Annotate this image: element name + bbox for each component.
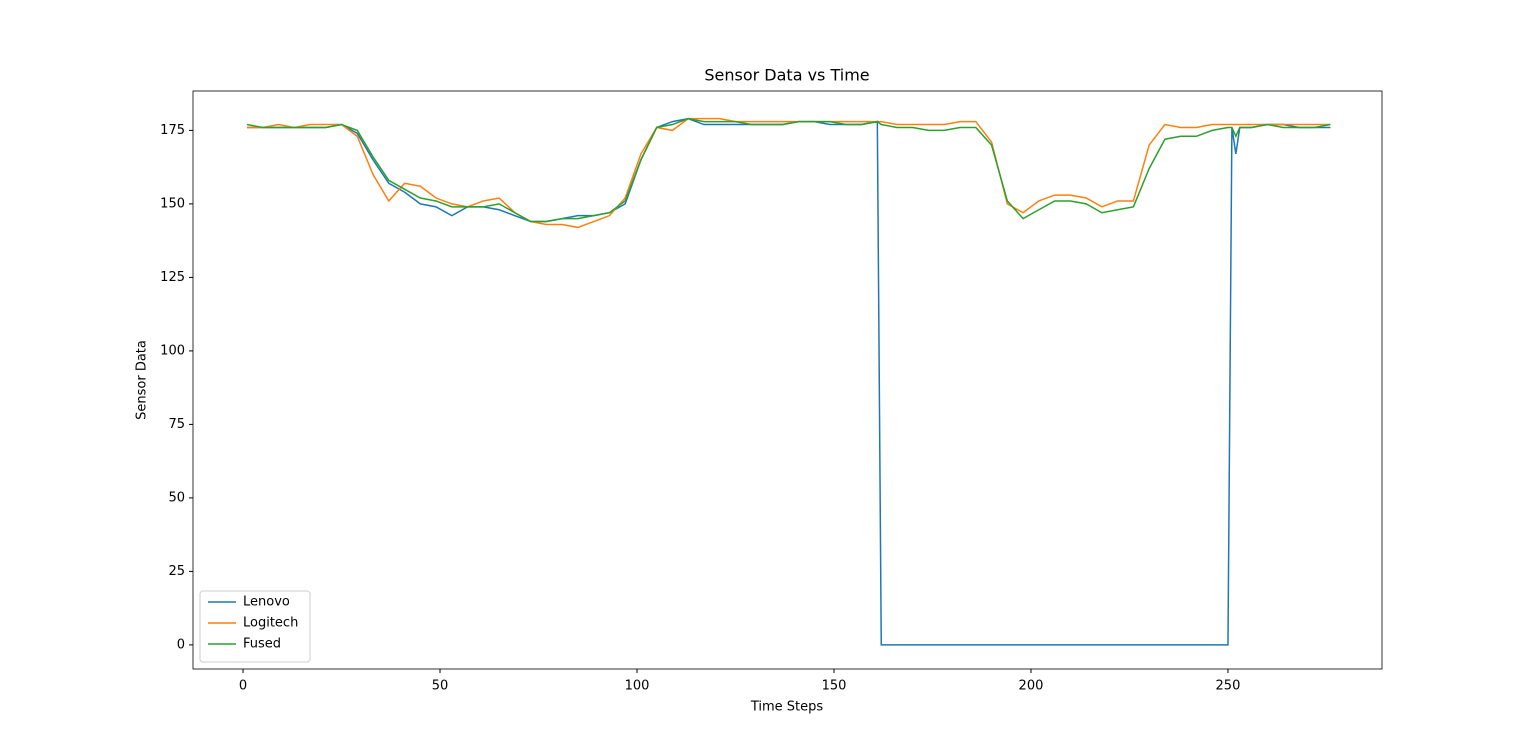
- y-tick-label: 50: [168, 490, 185, 505]
- legend-label: Logitech: [243, 616, 298, 631]
- y-tick-label: 100: [160, 343, 185, 358]
- plot-frame: [192, 90, 1383, 670]
- chart-title: Sensor Data vs Time: [704, 66, 869, 85]
- y-tick-label: 150: [160, 196, 185, 211]
- y-tick-label: 0: [177, 637, 185, 652]
- x-tick-label: 100: [625, 679, 650, 694]
- y-axis-label: Sensor Data: [135, 340, 150, 420]
- data-line: [246, 117, 1331, 229]
- legend-label: Fused: [243, 637, 281, 652]
- x-axis-label: Time Steps: [750, 700, 824, 715]
- legend-label: Lenovo: [243, 595, 290, 610]
- y-tick-label: 175: [160, 123, 185, 138]
- data-line: [246, 117, 1331, 646]
- data-line: [246, 117, 1331, 223]
- legend: Lenovo Logitech Fused: [199, 590, 311, 663]
- y-tick-label: 25: [168, 564, 185, 579]
- x-tick-label: 250: [1216, 679, 1241, 694]
- x-tick-label: 0: [239, 679, 247, 694]
- y-tick-label: 75: [168, 417, 185, 432]
- x-tick-label: 50: [432, 679, 449, 694]
- x-tick-label: 150: [822, 679, 847, 694]
- y-tick-label: 125: [160, 270, 185, 285]
- x-tick-label: 200: [1019, 679, 1044, 694]
